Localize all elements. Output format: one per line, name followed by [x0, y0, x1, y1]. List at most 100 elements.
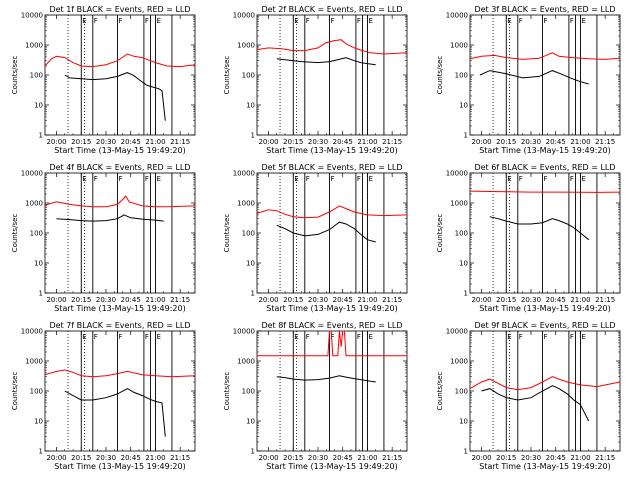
x-tick-label: 20:30	[521, 138, 541, 146]
x-tick-label: 20:30	[96, 138, 116, 146]
x-tick-label: 20:45	[333, 138, 353, 146]
time-marker-label: F	[357, 333, 361, 341]
chart-title: Det 8f BLACK = Events, RED = LLD	[261, 321, 402, 330]
time-marker-label: F	[119, 17, 123, 25]
y-tick-label: 100	[242, 72, 255, 80]
lld-series-line	[44, 53, 196, 68]
y-tick-label: 10000	[233, 328, 255, 336]
lld-series-line	[469, 52, 621, 60]
panel-3: Det 3f BLACK = Events, RED = LLD Counts/s…	[436, 5, 621, 155]
x-axis-label: Start Time (13-May-15 19:49:20)	[54, 146, 185, 155]
x-tick-label: 20:15	[283, 454, 303, 462]
time-marker-label: E	[156, 175, 160, 183]
time-marker-label: F	[544, 333, 548, 341]
panel-4: Det 4f BLACK = Events, RED = LLD Counts/s…	[11, 163, 196, 313]
time-marker-label: F	[357, 17, 361, 25]
y-tick-label: 1	[464, 448, 468, 456]
time-marker-label: F	[544, 17, 548, 25]
time-marker-label: F	[570, 333, 574, 341]
x-tick-label: 21:00	[570, 296, 590, 304]
time-marker-label: F	[570, 17, 574, 25]
x-tick-label: 20:15	[71, 454, 91, 462]
y-axis-label: Counts/sec	[223, 56, 231, 95]
panel-6: Det 6f BLACK = Events, RED = LLD Counts/s…	[436, 163, 621, 313]
time-marker-label: E	[156, 17, 160, 25]
time-marker-label: F	[357, 175, 361, 183]
x-tick-label: 20:00	[471, 138, 491, 146]
y-tick-label: 10	[34, 102, 43, 110]
x-tick-label: 20:15	[71, 296, 91, 304]
y-tick-label: 1	[251, 448, 255, 456]
panel-5: Det 5f BLACK = Events, RED = LLD Counts/s…	[223, 163, 408, 313]
x-tick-label: 20:15	[283, 296, 303, 304]
x-axis-label: Start Time (13-May-15 19:49:20)	[479, 462, 610, 471]
time-marker-label: F	[145, 17, 149, 25]
x-tick-label: 20:45	[121, 138, 141, 146]
time-marker-label: F	[145, 175, 149, 183]
time-marker-label: F	[119, 333, 123, 341]
x-tick-label: 20:15	[496, 138, 516, 146]
x-tick-label: 20:15	[283, 138, 303, 146]
x-axis-label: Start Time (13-May-15 19:49:20)	[54, 304, 185, 313]
y-axis-label: Counts/sec	[223, 214, 231, 253]
chart-title: Det 4f BLACK = Events, RED = LLD	[49, 163, 190, 172]
events-series-line	[56, 214, 164, 222]
x-axis-label: Start Time (13-May-15 19:49:20)	[479, 146, 610, 155]
chart-title: Det 1f BLACK = Events, RED = LLD	[49, 5, 190, 14]
x-tick-label: 20:45	[546, 138, 566, 146]
y-tick-label: 10	[459, 418, 468, 426]
time-marker-label: E	[581, 175, 585, 183]
y-tick-label: 1000	[450, 42, 468, 50]
y-tick-label: 10	[246, 260, 255, 268]
y-tick-label: 1	[464, 132, 468, 140]
lld-series-line	[469, 190, 621, 193]
x-tick-label: 20:45	[333, 296, 353, 304]
x-tick-label: 21:15	[382, 138, 402, 146]
y-axis-label: Counts/sec	[11, 56, 19, 95]
time-marker-label: F	[331, 333, 335, 341]
x-tick-label: 20:15	[496, 454, 516, 462]
x-tick-label: 20:00	[258, 296, 278, 304]
y-axis-label: Counts/sec	[11, 214, 19, 253]
time-marker-label: F	[306, 333, 310, 341]
y-tick-label: 100	[455, 72, 468, 80]
panel-9: Det 9f BLACK = Events, RED = LLD Counts/s…	[436, 321, 621, 471]
time-marker-label: E	[368, 333, 372, 341]
y-tick-label: 10	[34, 260, 43, 268]
time-marker-label: F	[94, 333, 98, 341]
y-tick-label: 1000	[25, 200, 43, 208]
time-marker-label: F	[519, 17, 523, 25]
y-tick-label: 100	[455, 230, 468, 238]
lld-series-line	[257, 330, 407, 357]
chart-title: Det 7f BLACK = Events, RED = LLD	[49, 321, 190, 330]
y-tick-label: 10	[34, 418, 43, 426]
y-tick-label: 100	[455, 388, 468, 396]
x-tick-label: 21:00	[145, 296, 165, 304]
y-axis-label: Counts/sec	[223, 372, 231, 411]
x-axis-label: Start Time (13-May-15 19:49:20)	[266, 304, 397, 313]
x-tick-label: 21:15	[382, 296, 402, 304]
x-axis-label: Start Time (13-May-15 19:49:20)	[479, 304, 610, 313]
x-tick-label: 20:15	[496, 296, 516, 304]
y-tick-label: 10000	[21, 170, 43, 178]
panel-2: Det 2f BLACK = Events, RED = LLD Counts/s…	[223, 5, 408, 155]
events-series-line	[276, 221, 376, 243]
chart-title: Det 3f BLACK = Events, RED = LLD	[474, 5, 615, 14]
events-series-line	[276, 375, 376, 383]
x-tick-label: 20:45	[546, 296, 566, 304]
time-marker-label: E	[156, 333, 160, 341]
x-tick-label: 20:00	[46, 138, 66, 146]
time-marker-label: F	[306, 17, 310, 25]
y-tick-label: 1	[39, 132, 43, 140]
x-tick-label: 20:00	[46, 454, 66, 462]
x-tick-label: 20:15	[71, 138, 91, 146]
chart-title: Det 5f BLACK = Events, RED = LLD	[261, 163, 402, 172]
x-tick-label: 21:00	[145, 138, 165, 146]
x-tick-label: 20:30	[521, 296, 541, 304]
y-tick-label: 100	[242, 230, 255, 238]
time-marker-label: E	[581, 17, 585, 25]
lld-series-line	[256, 205, 408, 219]
x-tick-label: 20:30	[308, 296, 328, 304]
